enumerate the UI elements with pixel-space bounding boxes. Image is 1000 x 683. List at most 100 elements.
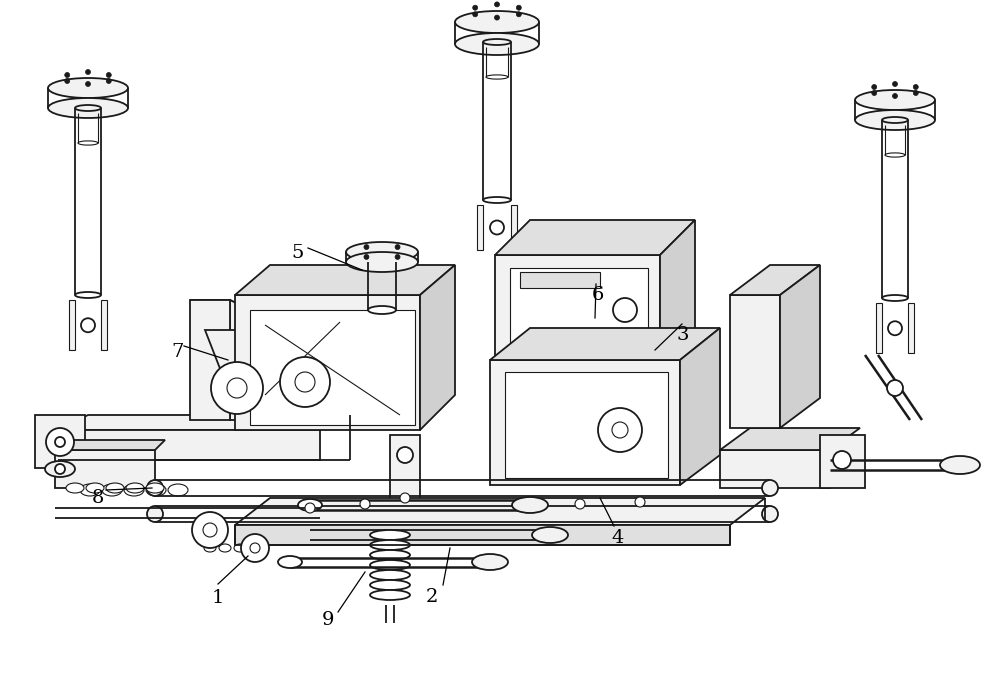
Polygon shape [780, 265, 820, 428]
Circle shape [872, 85, 877, 89]
Ellipse shape [762, 506, 778, 522]
Ellipse shape [78, 141, 98, 145]
Circle shape [241, 534, 269, 562]
Circle shape [888, 321, 902, 335]
Ellipse shape [346, 242, 418, 262]
Ellipse shape [234, 544, 246, 552]
Ellipse shape [370, 550, 410, 560]
Circle shape [598, 408, 642, 452]
Polygon shape [250, 310, 415, 425]
Polygon shape [230, 300, 290, 420]
Polygon shape [235, 295, 420, 430]
Ellipse shape [762, 480, 778, 496]
Polygon shape [35, 415, 85, 468]
Ellipse shape [66, 483, 84, 493]
Polygon shape [58, 430, 320, 460]
Ellipse shape [472, 554, 508, 570]
Ellipse shape [486, 75, 508, 79]
Ellipse shape [532, 527, 568, 543]
Circle shape [106, 79, 111, 83]
Polygon shape [505, 372, 668, 478]
Circle shape [494, 15, 500, 20]
Ellipse shape [368, 306, 396, 314]
Circle shape [364, 245, 369, 249]
Ellipse shape [147, 480, 163, 496]
Circle shape [81, 318, 95, 332]
Circle shape [490, 221, 504, 234]
Polygon shape [876, 303, 882, 353]
Circle shape [395, 245, 400, 249]
Ellipse shape [124, 484, 144, 496]
Polygon shape [420, 265, 455, 430]
Ellipse shape [885, 153, 905, 157]
Circle shape [400, 493, 410, 503]
Ellipse shape [80, 484, 100, 496]
Circle shape [913, 91, 918, 96]
Ellipse shape [455, 11, 539, 33]
Circle shape [635, 497, 645, 507]
Ellipse shape [855, 90, 935, 110]
Circle shape [833, 451, 851, 469]
Polygon shape [510, 268, 648, 352]
Circle shape [913, 85, 918, 89]
Polygon shape [235, 525, 730, 545]
Ellipse shape [75, 105, 101, 111]
Text: 8: 8 [92, 489, 104, 507]
Ellipse shape [147, 506, 163, 522]
Ellipse shape [204, 544, 216, 552]
Polygon shape [55, 440, 165, 450]
Text: 4: 4 [612, 529, 624, 547]
Ellipse shape [168, 484, 188, 496]
Polygon shape [820, 435, 865, 488]
Text: 2: 2 [426, 588, 438, 606]
Polygon shape [190, 300, 290, 330]
Ellipse shape [146, 483, 164, 493]
Ellipse shape [483, 39, 511, 45]
Polygon shape [520, 272, 600, 288]
Polygon shape [720, 428, 860, 450]
Polygon shape [680, 328, 720, 485]
Polygon shape [720, 450, 830, 488]
Ellipse shape [146, 484, 166, 496]
Ellipse shape [370, 570, 410, 580]
Ellipse shape [370, 590, 410, 600]
Polygon shape [495, 255, 660, 360]
Circle shape [516, 5, 521, 10]
Ellipse shape [346, 252, 418, 272]
Ellipse shape [45, 461, 75, 477]
Polygon shape [490, 360, 680, 485]
Polygon shape [730, 295, 780, 428]
Polygon shape [235, 265, 455, 295]
Ellipse shape [370, 560, 410, 570]
Ellipse shape [455, 33, 539, 55]
Polygon shape [390, 435, 420, 510]
Polygon shape [660, 220, 695, 360]
Circle shape [250, 543, 260, 553]
Ellipse shape [370, 540, 410, 550]
Ellipse shape [75, 292, 101, 298]
Circle shape [211, 362, 263, 414]
Polygon shape [205, 330, 285, 420]
Ellipse shape [278, 556, 302, 568]
Text: 9: 9 [322, 611, 334, 629]
Circle shape [305, 503, 315, 513]
Circle shape [46, 428, 74, 456]
Text: 6: 6 [592, 286, 604, 304]
Polygon shape [908, 303, 914, 353]
Circle shape [203, 523, 217, 537]
Circle shape [395, 255, 400, 260]
Circle shape [494, 2, 500, 7]
Circle shape [192, 512, 228, 548]
Circle shape [55, 437, 65, 447]
Text: 3: 3 [677, 326, 689, 344]
Circle shape [227, 378, 247, 398]
Circle shape [473, 12, 478, 17]
Circle shape [473, 5, 478, 10]
Ellipse shape [126, 483, 144, 493]
Circle shape [360, 499, 370, 509]
Ellipse shape [298, 499, 322, 511]
Ellipse shape [882, 295, 908, 301]
Polygon shape [235, 498, 765, 525]
Circle shape [65, 79, 70, 83]
Circle shape [86, 81, 90, 87]
